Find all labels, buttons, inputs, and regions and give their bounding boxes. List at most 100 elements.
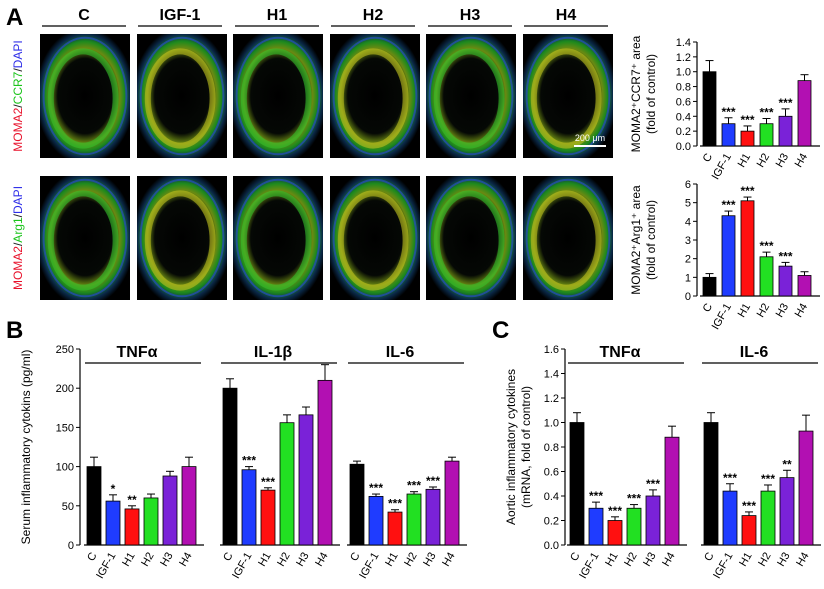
significance-label: *** bbox=[778, 249, 792, 263]
bar bbox=[722, 490, 738, 546]
y-tick-label: 0.0 bbox=[676, 141, 691, 153]
tissue-outer-ring bbox=[428, 178, 514, 298]
tissue-outer-ring bbox=[42, 178, 128, 298]
y-tick-label: 4 bbox=[685, 216, 691, 228]
group-title: TNFα bbox=[600, 344, 641, 361]
y-tick-label: 250 bbox=[56, 344, 74, 356]
bar bbox=[241, 469, 257, 546]
category-label: IGF-1 bbox=[710, 302, 734, 332]
y-axis-label: Aortic inflammatory cytokines bbox=[504, 369, 518, 525]
y-tick-label: 150 bbox=[56, 422, 74, 434]
bar bbox=[143, 497, 159, 546]
y-tick-label: 3 bbox=[685, 235, 691, 247]
column-header-c: C bbox=[78, 7, 90, 24]
category-label: H2 bbox=[755, 152, 772, 170]
significance-label: *** bbox=[369, 481, 383, 495]
significance-label: *** bbox=[627, 492, 641, 506]
group-title: IL-6 bbox=[740, 344, 769, 361]
significance-label: *** bbox=[608, 504, 622, 518]
y-tick-label: 0 bbox=[68, 540, 74, 552]
category-label: C bbox=[702, 550, 716, 563]
category-label: IGF-1 bbox=[577, 551, 601, 581]
significance-label: *** bbox=[242, 454, 256, 468]
y-tick-label: 0 bbox=[685, 291, 691, 303]
category-label: H1 bbox=[256, 551, 273, 569]
bar bbox=[105, 500, 121, 546]
y-tick-label: 200 bbox=[56, 383, 74, 395]
y-tick-label: 0.4 bbox=[544, 491, 559, 503]
category-label: H3 bbox=[421, 551, 438, 569]
bar bbox=[760, 490, 776, 546]
bar bbox=[368, 495, 384, 546]
panel-label-a: A bbox=[6, 4, 23, 31]
y-axis-label: (fold of control) bbox=[644, 54, 658, 134]
bar bbox=[222, 387, 238, 546]
tissue-ring bbox=[337, 48, 409, 149]
column-header-h1: H1 bbox=[267, 7, 288, 24]
category-label: H3 bbox=[774, 152, 791, 170]
tissue-ring bbox=[144, 190, 216, 291]
bar bbox=[444, 460, 460, 546]
category-label: H3 bbox=[294, 551, 311, 569]
panel-label-b: B bbox=[6, 317, 23, 344]
chart-c: 0.0 0.2 0.4 0.6 0.8 1.0 1.2 1.4 1.6 Aortic inflam… bbox=[504, 344, 821, 581]
category-label: H2 bbox=[622, 551, 639, 569]
category-label: H3 bbox=[641, 551, 658, 569]
bar bbox=[588, 507, 604, 546]
bar bbox=[740, 200, 755, 297]
category-label: C bbox=[701, 301, 715, 314]
y-tick-label: 50 bbox=[62, 501, 74, 513]
category-label: H1 bbox=[120, 551, 137, 569]
category-label: IGF-1 bbox=[94, 551, 118, 581]
bar bbox=[124, 508, 140, 546]
tissue-ring bbox=[433, 48, 505, 149]
category-label: H2 bbox=[139, 551, 156, 569]
y-tick-label: 0.8 bbox=[544, 442, 559, 454]
category-label: H4 bbox=[794, 551, 811, 569]
bar bbox=[298, 414, 314, 546]
bar bbox=[349, 463, 365, 546]
bar bbox=[702, 276, 717, 297]
y-axis-label: (mRNA, fold of control) bbox=[519, 386, 533, 508]
bar bbox=[798, 430, 814, 546]
significance-label: *** bbox=[721, 198, 735, 212]
bar bbox=[740, 130, 755, 147]
bar bbox=[702, 71, 717, 147]
y-tick-label: 0.0 bbox=[544, 540, 559, 552]
significance-label: ** bbox=[782, 457, 792, 471]
tissue-outer-ring bbox=[332, 178, 418, 298]
y-tick-label: 6 bbox=[685, 179, 691, 191]
tissue-ring bbox=[530, 48, 602, 149]
tissue-outer-ring bbox=[139, 178, 225, 298]
column-header-igf1: IGF-1 bbox=[160, 7, 201, 24]
category-label: H2 bbox=[756, 551, 773, 569]
bar bbox=[260, 489, 276, 546]
y-tick-label: 1.0 bbox=[544, 418, 559, 430]
tissue-ring bbox=[530, 190, 602, 291]
tissue-ring bbox=[47, 48, 119, 149]
bar bbox=[778, 265, 793, 297]
y-tick-label: 1.6 bbox=[544, 344, 559, 356]
category-label: IGF-1 bbox=[710, 152, 734, 182]
tissue-ring bbox=[433, 190, 505, 291]
y-tick-label: 0.4 bbox=[676, 111, 691, 123]
y-axis-label: Serum inflammatory cytokins (pg/ml) bbox=[19, 350, 33, 545]
y-tick-label: 1.0 bbox=[676, 67, 691, 79]
tissue-ring bbox=[337, 190, 409, 291]
chart-a-bottom: 0 1 2 3 4 5 6 MOMA2⁺Arg1⁺ area (fold of control)… bbox=[629, 179, 820, 332]
tissue-ring bbox=[144, 48, 216, 149]
category-label: IGF-1 bbox=[357, 551, 381, 581]
bar bbox=[797, 80, 812, 147]
significance-label: *** bbox=[742, 499, 756, 513]
category-label: IGF-1 bbox=[230, 551, 254, 581]
significance-label: *** bbox=[721, 105, 735, 119]
y-tick-label: 1.2 bbox=[676, 52, 691, 64]
category-label: H1 bbox=[736, 302, 753, 320]
tissue-outer-ring bbox=[428, 36, 514, 156]
micrograph-grid: 200 μm bbox=[40, 34, 613, 300]
tissue-outer-ring bbox=[332, 36, 418, 156]
significance-label: *** bbox=[589, 489, 603, 503]
tissue-ring bbox=[240, 48, 312, 149]
significance-label: *** bbox=[388, 497, 402, 511]
